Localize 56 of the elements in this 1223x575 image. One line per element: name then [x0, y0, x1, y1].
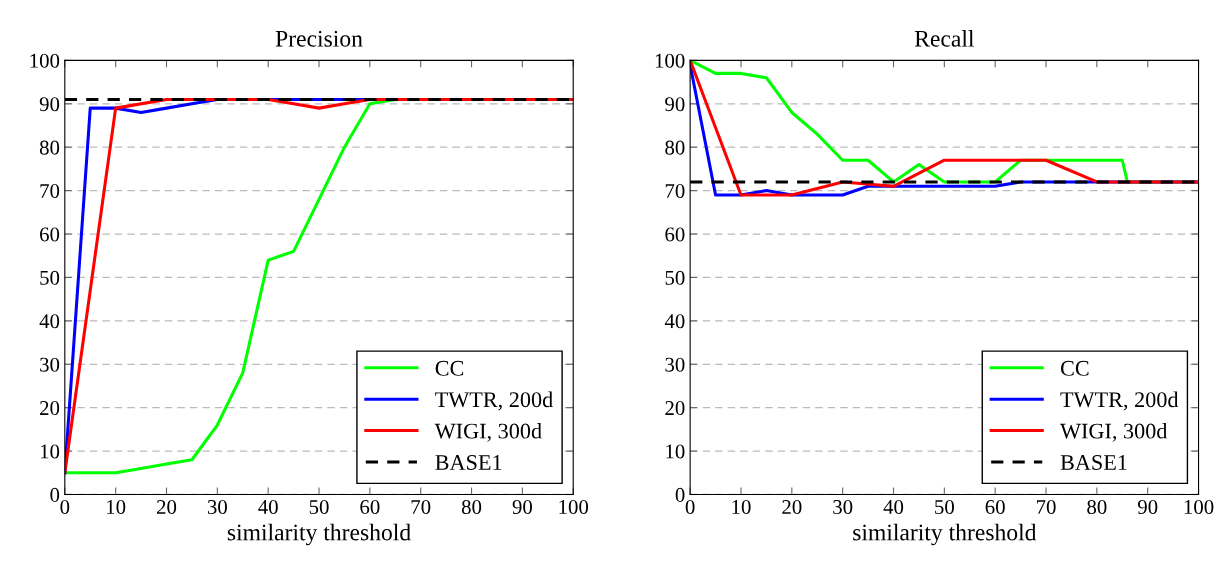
y-tick-label: 80 [39, 140, 60, 155]
x-tick-label: 70 [411, 499, 431, 515]
y-tick-label: 100 [655, 53, 685, 68]
x-tick-label: 100 [559, 499, 589, 515]
y-tick-label: 10 [40, 444, 60, 459]
legend-label: CC [1060, 360, 1089, 376]
x-tick-label: 60 [985, 499, 1005, 515]
y-tick-label: 40 [39, 314, 60, 329]
legend-label: BASE1 [1060, 455, 1127, 470]
y-tick-label: 80 [665, 140, 685, 155]
legend-label: TWTR, 200d [435, 391, 553, 411]
x-tick-label: 90 [1137, 499, 1158, 515]
x-tick-label: 30 [833, 499, 853, 515]
x-tick-label: 80 [461, 499, 482, 515]
y-tick-label: 70 [665, 183, 685, 199]
y-tick-label: 20 [665, 401, 685, 416]
x-tick-label: 10 [732, 499, 751, 515]
y-tick-label: 70 [40, 183, 60, 199]
y-tick-label: 60 [40, 227, 60, 242]
y-tick-label: 10 [666, 444, 685, 459]
legend-label: WIGI, 300d [434, 422, 542, 442]
legend-label: TWTR, 200d [1060, 391, 1179, 411]
x-tick-label: 40 [258, 499, 278, 515]
legend-label: WIGI, 300d [1060, 422, 1168, 442]
y-tick-label: 50 [665, 270, 685, 285]
x-tick-label: 50 [935, 499, 954, 515]
y-tick-label: 30 [665, 357, 685, 372]
x-tick-label: 20 [782, 499, 802, 515]
x-tick-label: 60 [360, 499, 380, 515]
y-tick-label: 30 [40, 357, 60, 372]
y-tick-label: 20 [40, 401, 60, 416]
chart-title: Recall [914, 30, 975, 47]
y-tick-label: 100 [30, 53, 60, 68]
legend-label: CC [435, 360, 464, 376]
y-tick-label: 0 [50, 487, 60, 502]
x-tick-label: 40 [883, 499, 904, 515]
x-tick-label: 30 [207, 499, 227, 515]
x-tick-label: 50 [309, 499, 329, 515]
x-tick-label: 0 [685, 499, 695, 515]
x-axis-title: similarity threshold [227, 523, 411, 546]
x-tick-label: 100 [1184, 499, 1214, 515]
y-tick-label: 50 [40, 270, 60, 285]
y-tick-label: 40 [664, 314, 685, 329]
x-tick-label: 10 [107, 499, 126, 515]
x-tick-label: 80 [1087, 499, 1107, 515]
x-tick-label: 0 [60, 499, 70, 515]
y-tick-label: 0 [675, 487, 685, 502]
y-tick-label: 90 [39, 97, 60, 112]
x-tick-label: 90 [512, 499, 532, 515]
x-tick-label: 20 [157, 499, 177, 515]
y-tick-label: 60 [665, 227, 685, 242]
chart-title: Precision [275, 30, 363, 47]
x-axis-title: similarity threshold [853, 523, 1037, 546]
legend-label: BASE1 [435, 455, 502, 470]
x-tick-label: 70 [1036, 499, 1056, 515]
y-tick-label: 90 [665, 97, 685, 112]
